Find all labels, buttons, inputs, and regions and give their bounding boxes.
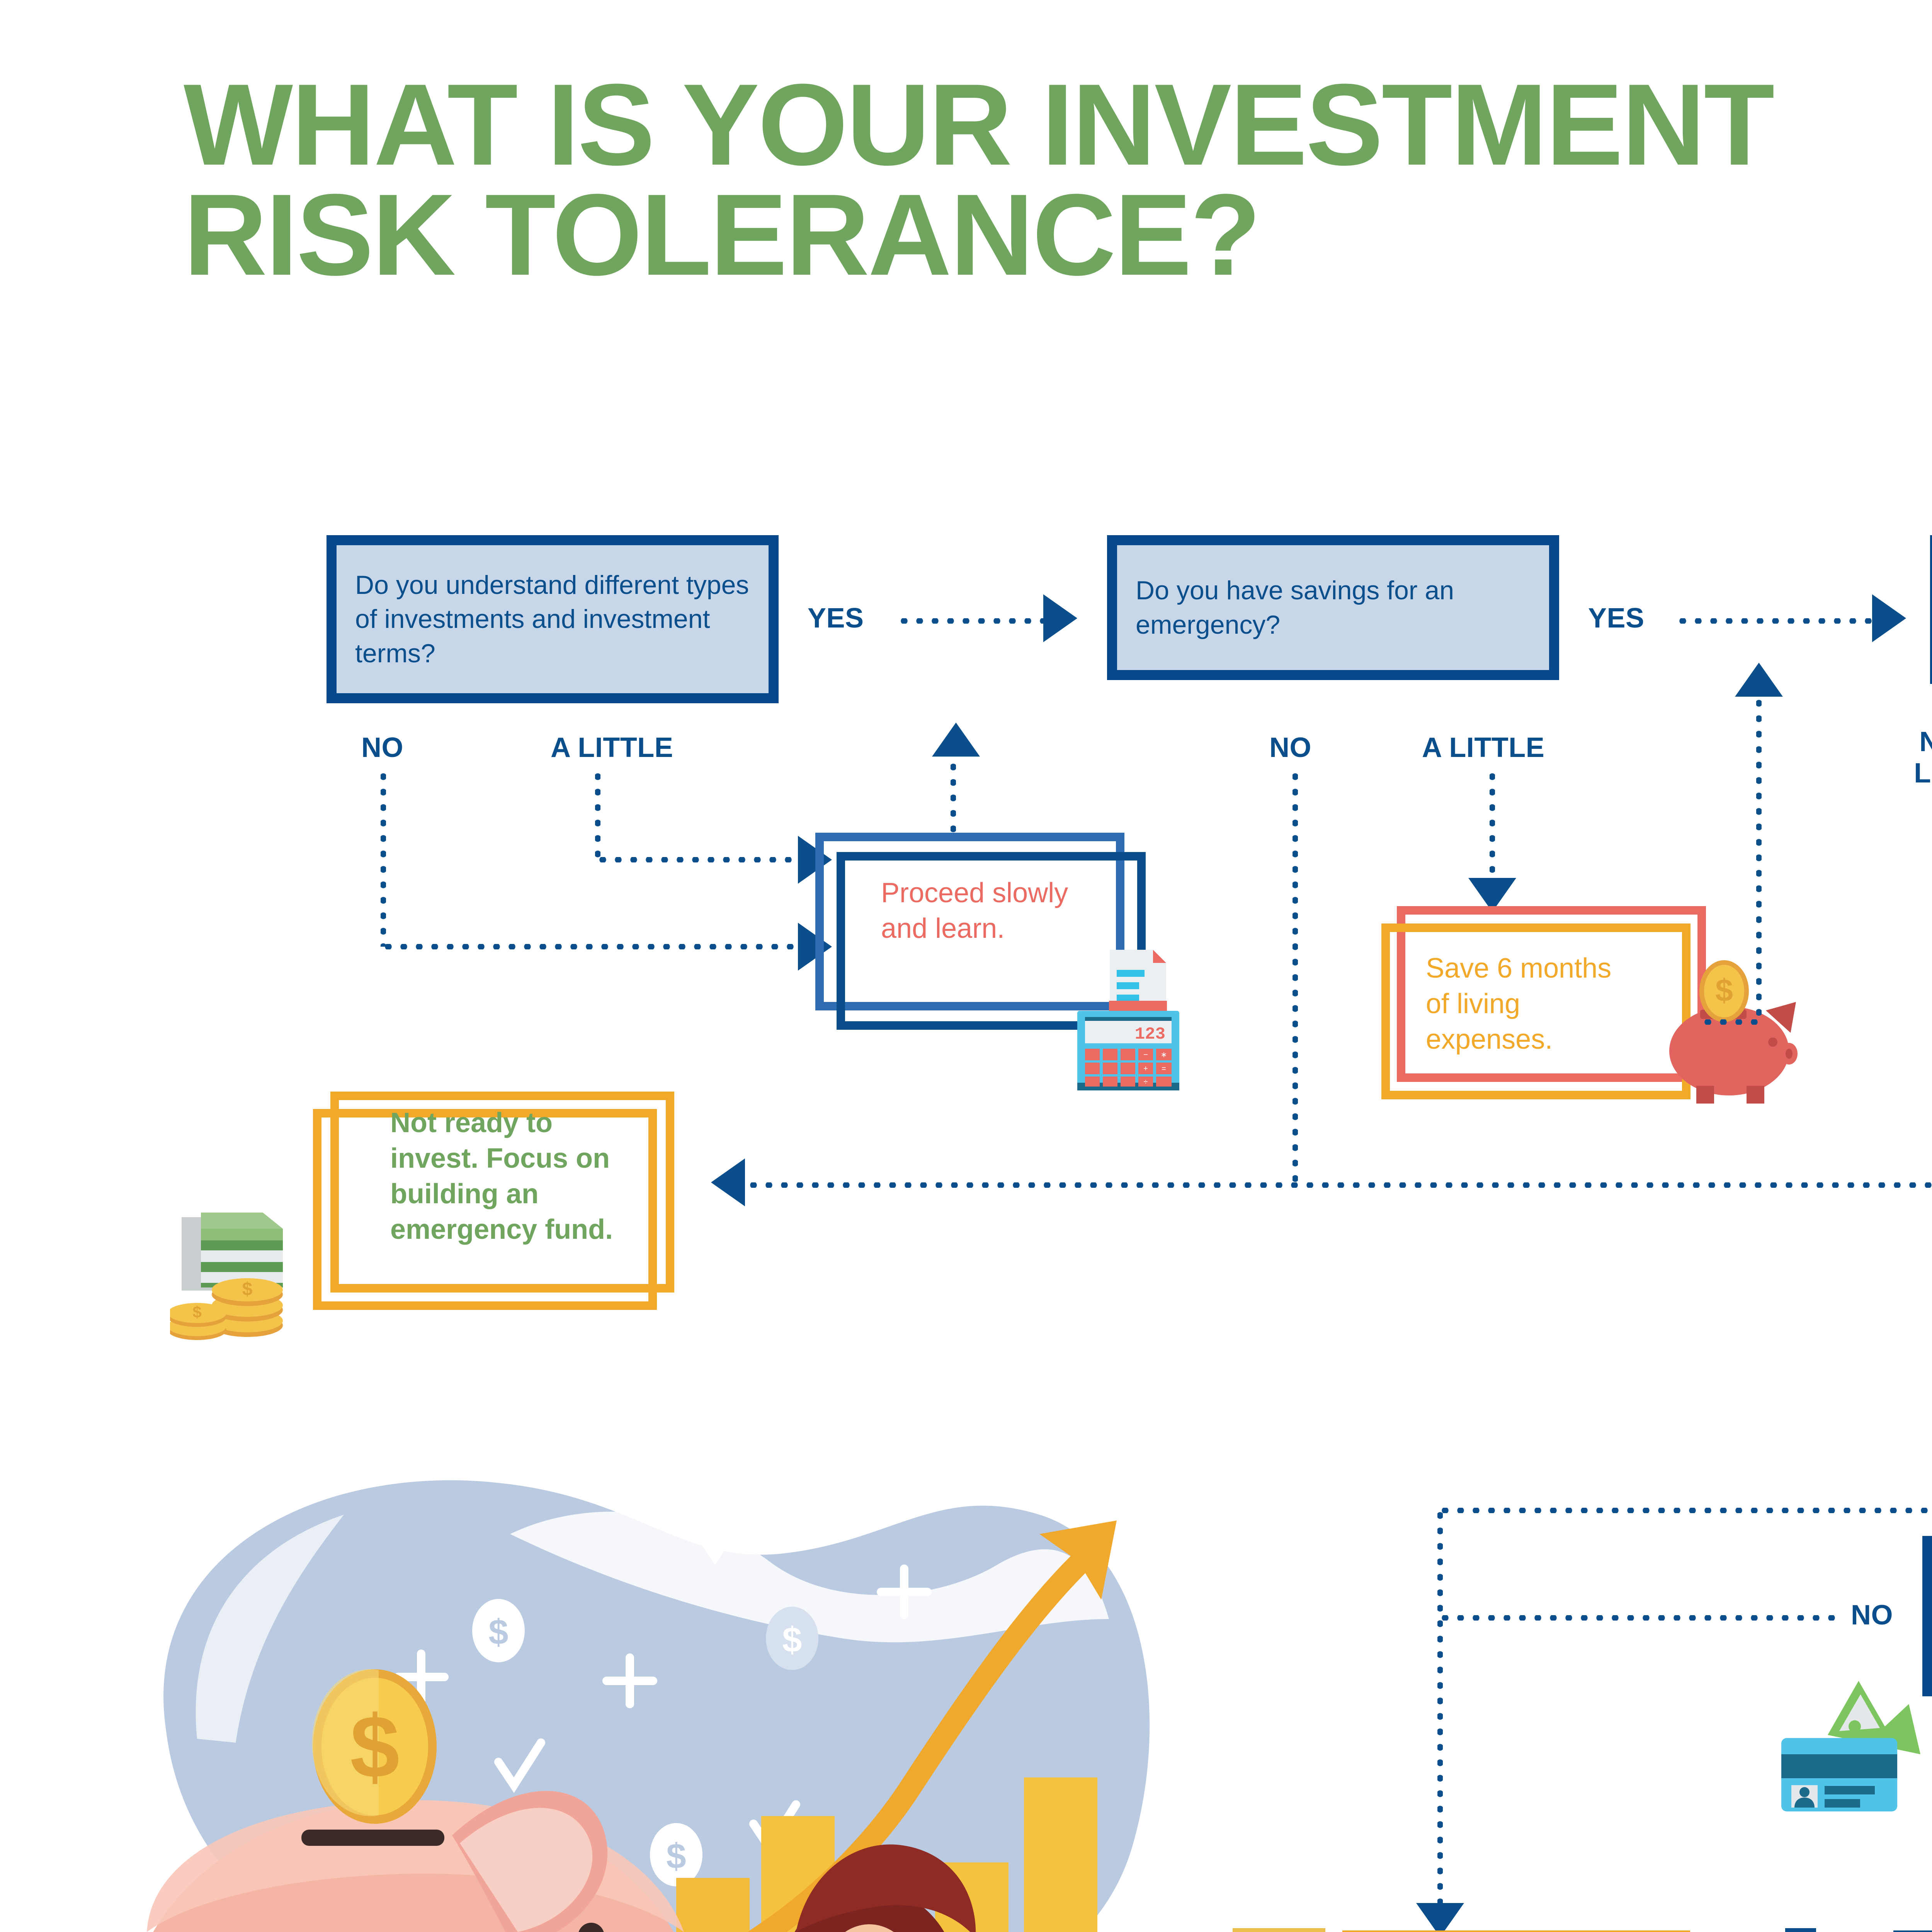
connector-proceed-up-v [951,759,956,835]
edge-label-q2-little: A LITTLE [1422,732,1545,763]
svg-text:∗: ∗ [1161,1051,1167,1059]
edge-label-q1-little: A LITTLE [551,732,673,763]
arrow-notready [711,1158,745,1206]
connector-save-up-v [1756,696,1762,1022]
outcome-notready-frame [313,1109,657,1310]
arrow-proceed-up [932,723,980,757]
connector-q2-no-v [1293,769,1298,1184]
edge-label-q3-no: NO, NEED IN LESS THAN 5 YEARS [1914,726,1932,789]
svg-text:$: $ [350,1697,400,1796]
connector-q1-yes [896,618,1047,624]
page-title-line2: RISK TOLERANCE? [184,170,1261,299]
outcome-proceed-backframe [815,833,1124,1010]
svg-text:=: = [1162,1065,1166,1073]
svg-text:−: − [1143,1051,1148,1059]
arrow-save-up [1735,663,1783,697]
question-text-understand: Do you understand different types of inv… [355,570,749,668]
page-title-line1: WHAT IS YOUR INVESTMENT [184,60,1775,189]
svg-text:$: $ [666,1837,686,1876]
svg-text:+: + [1143,1065,1148,1073]
question-box-time[interactable]: Do you have a lot of time before you nee… [1930,535,1932,684]
calculator-icon: 123 − ∗ + = ÷ [1077,950,1179,1090]
svg-text:÷: ÷ [1144,1078,1148,1086]
edge-label-q2-yes: YES [1588,603,1645,634]
connector-q4-no-h [1437,1508,1932,1513]
piggy-bank-growth-illustration: $ $ $ $ [147,1480,1150,1932]
outcome-text-notready: Not ready to invest. Focus on building a… [390,1107,613,1245]
connector-q1-little-v [595,769,600,860]
conservative-band [1233,1928,1325,1932]
outcome-text-proceed: Proceed slowly and learn. [881,878,1068,944]
svg-text:$: $ [1715,973,1733,1008]
piggy-bank-icon: $ [1669,960,1798,1104]
svg-text:$: $ [192,1303,201,1321]
edge-label-q1-yes: YES [808,603,864,634]
arrow-q2-yes [1872,594,1906,642]
result-card-conservative[interactable]: CONSERVATIVE Your priority is avoiding l… [1233,1917,1723,1932]
arrow-q1-little [798,836,832,884]
svg-text:$: $ [782,1620,802,1660]
question-box-inflation[interactable]: Are you concerned about inflation erodin… [1922,1536,1932,1696]
connector-q5-no-h [1437,1615,1839,1621]
page-title: WHAT IS YOUR INVESTMENT RISK TOLERANCE? [184,66,1932,299]
connector-q4-no-v2 [1437,1508,1443,1906]
connector-q1-no-h [381,944,800,949]
arrow-q1-yes [1043,594,1077,642]
question-box-understand[interactable]: Do you understand different types of inv… [327,535,779,703]
moderate-band [1785,1928,1816,1932]
arrow-conservative [1416,1903,1464,1932]
outcome-notready-backframe [330,1092,674,1293]
connector-q2-little-v [1490,769,1495,879]
svg-text:123: 123 [1135,1025,1165,1044]
edge-label-q1-no: NO [361,732,403,763]
edge-label-q5-no: NO [1851,1600,1893,1631]
connector-save-up-h [1700,1019,1762,1025]
arrow-q1-no [798,923,832,971]
conservative-label: CONSERVATIVE [1256,1917,1295,1932]
outcome-text-save: Save 6 months of living expenses. [1426,953,1612,1055]
question-box-savings[interactable]: Do you have savings for an emergency? [1107,535,1559,680]
outcome-proceed-frame [837,852,1146,1030]
svg-text:$: $ [488,1612,508,1652]
connector-q2-yes [1675,618,1878,624]
question-text-savings: Do you have savings for an emergency? [1136,576,1454,639]
moderate-panel [1893,1930,1932,1932]
result-card-moderate[interactable]: MODERATE You're willing to take some ris… [1777,1917,1932,1932]
svg-text:$: $ [242,1279,253,1299]
edge-label-q2-no: NO [1269,732,1311,763]
connector-q1-little-h [595,857,800,862]
conservative-panel [1342,1930,1690,1932]
cash-and-coins-icon: $ $ [170,1213,283,1340]
id-card-with-money-icon [1781,1681,1920,1811]
connector-q1-no-v [381,769,386,947]
connector-return-notready [746,1182,1932,1188]
